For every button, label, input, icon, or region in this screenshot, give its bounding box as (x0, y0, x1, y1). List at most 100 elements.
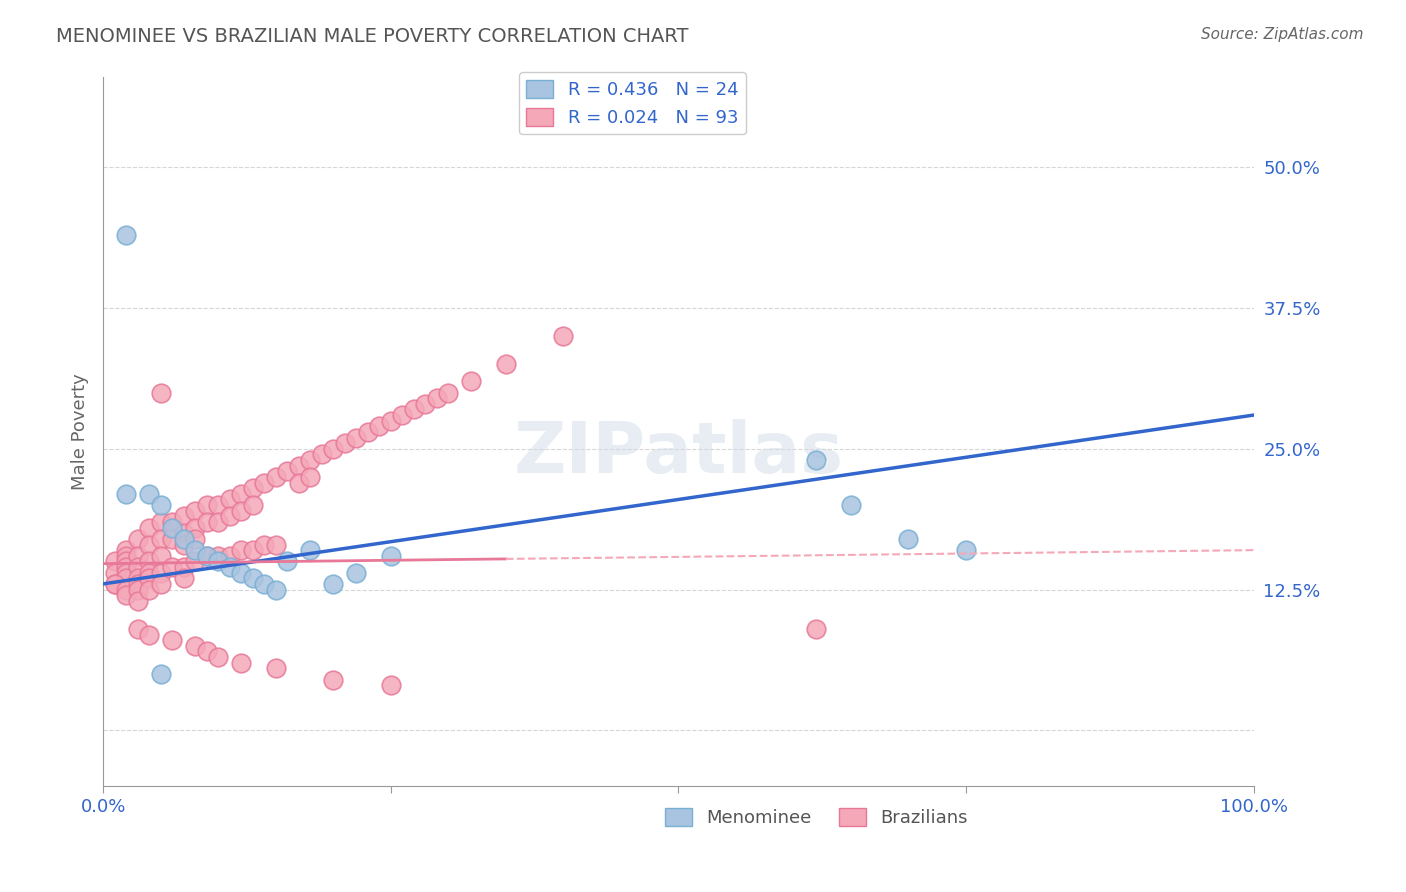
Point (184, 532, 207, 546)
Point (149, 549, 172, 563)
Text: MENOMINEE VS BRAZILIAN MALE POVERTY CORRELATION CHART: MENOMINEE VS BRAZILIAN MALE POVERTY CORR… (56, 27, 689, 45)
Point (149, 498, 172, 512)
Point (231, 566, 253, 580)
Point (138, 566, 160, 580)
Point (160, 633, 183, 648)
Point (242, 543, 264, 558)
Point (104, 577, 127, 591)
Point (231, 504, 253, 518)
Point (173, 560, 195, 574)
Point (138, 554, 160, 568)
Point (897, 532, 920, 546)
Point (264, 582, 287, 597)
Point (253, 537, 276, 551)
Point (806, 622, 828, 636)
Point (138, 582, 160, 597)
Point (115, 543, 138, 558)
Point (231, 487, 253, 501)
Point (115, 549, 138, 563)
Point (218, 492, 240, 507)
Point (333, 436, 356, 450)
Point (127, 582, 149, 597)
Point (357, 425, 380, 439)
Point (127, 571, 149, 585)
Point (115, 588, 138, 602)
Point (553, 329, 575, 343)
Point (380, 549, 402, 563)
Point (413, 397, 436, 411)
Point (127, 594, 149, 608)
Point (173, 526, 195, 541)
Point (149, 566, 172, 580)
Point (184, 521, 207, 535)
Point (402, 402, 425, 417)
Point (138, 571, 160, 585)
Point (149, 385, 172, 400)
Point (322, 673, 344, 687)
Point (115, 571, 138, 585)
Point (104, 554, 127, 568)
Point (138, 627, 160, 641)
Point (426, 391, 449, 405)
Point (322, 442, 344, 456)
Point (391, 408, 413, 422)
Point (242, 571, 264, 585)
Point (322, 577, 344, 591)
Point (231, 656, 253, 670)
Point (806, 453, 828, 467)
Point (437, 385, 460, 400)
Point (299, 453, 322, 467)
Point (287, 458, 309, 473)
Point (207, 549, 229, 563)
Point (311, 447, 333, 461)
Point (207, 650, 229, 665)
Point (344, 566, 367, 580)
Point (127, 532, 149, 546)
Point (207, 554, 229, 568)
Point (160, 515, 183, 529)
Point (115, 566, 138, 580)
Point (104, 566, 127, 580)
Point (149, 532, 172, 546)
Point (138, 521, 160, 535)
Point (160, 521, 183, 535)
Point (173, 571, 195, 585)
Point (127, 622, 149, 636)
Point (184, 504, 207, 518)
Point (287, 475, 309, 490)
Point (138, 487, 160, 501)
Point (195, 498, 218, 512)
Text: ZIPatlas: ZIPatlas (513, 418, 844, 488)
Point (299, 543, 322, 558)
Point (127, 577, 149, 591)
Point (207, 515, 229, 529)
Point (242, 481, 264, 495)
Point (242, 498, 264, 512)
Point (460, 374, 482, 388)
Point (264, 537, 287, 551)
Point (955, 543, 977, 558)
Point (839, 498, 862, 512)
Point (173, 532, 195, 546)
Point (299, 470, 322, 484)
Point (184, 554, 207, 568)
Point (184, 639, 207, 653)
Point (149, 577, 172, 591)
Point (276, 464, 298, 478)
Legend: Menominee, Brazilians: Menominee, Brazilians (658, 800, 976, 834)
Point (253, 577, 276, 591)
Point (115, 227, 138, 242)
Point (495, 358, 517, 372)
Point (173, 509, 195, 524)
Point (184, 543, 207, 558)
Point (207, 498, 229, 512)
Point (380, 414, 402, 428)
Point (368, 419, 391, 434)
Point (231, 543, 253, 558)
Point (149, 667, 172, 681)
Point (115, 487, 138, 501)
Y-axis label: Male Poverty: Male Poverty (72, 374, 89, 491)
Point (160, 560, 183, 574)
Point (218, 560, 240, 574)
Text: Source: ZipAtlas.com: Source: ZipAtlas.com (1201, 27, 1364, 42)
